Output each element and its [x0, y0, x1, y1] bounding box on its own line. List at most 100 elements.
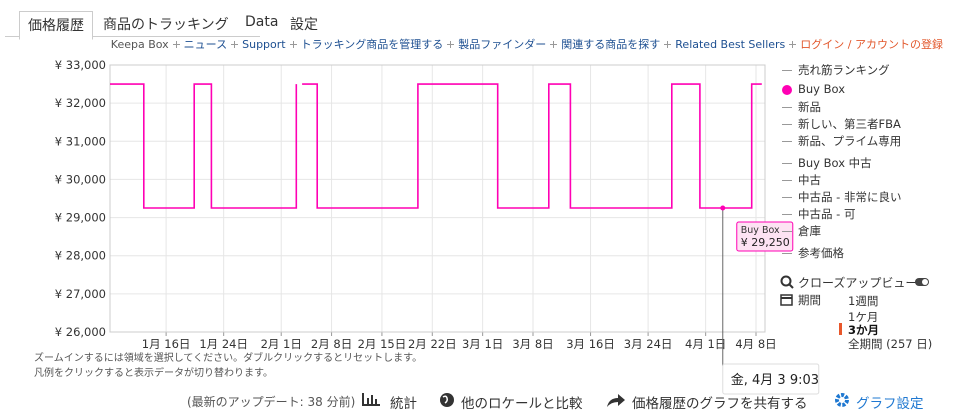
- period-option[interactable]: 1週間: [848, 294, 879, 308]
- legend-dash: [782, 253, 792, 254]
- legend-label: 中古品 - 非常に良い: [798, 190, 902, 204]
- legend-item[interactable]: Buy Box: [782, 82, 845, 96]
- x-tick-label: 2月 22日: [408, 337, 457, 351]
- legend-dash: [782, 163, 792, 164]
- x-tick-label: 2月 1日: [261, 337, 302, 351]
- y-tick-label: ¥ 28,000: [55, 249, 106, 263]
- legend-dash: [782, 141, 792, 142]
- calendar-icon: [780, 294, 793, 306]
- legend-label: Buy Box: [798, 82, 846, 96]
- nav-link[interactable]: ニュース: [183, 38, 228, 51]
- legend-item[interactable]: 中古品 - 可: [782, 206, 855, 222]
- legend-swatch: [782, 84, 792, 95]
- legend-dash: [782, 197, 792, 198]
- legend-label: 倉庫: [798, 224, 821, 238]
- nav-link[interactable]: Keepa Box: [110, 37, 169, 51]
- hover-box: [722, 363, 820, 395]
- x-tick-label: 3月 1日: [462, 337, 503, 351]
- x-tick-label: 1月 24日: [199, 337, 248, 351]
- nav-separator: [172, 40, 180, 48]
- hover-label: 金, 4月 3 9:03: [731, 372, 819, 388]
- hint: ズームインするには領域を選択してください。ダブルクリックするとリセットします。: [34, 353, 423, 364]
- legend-label: 新品、プライム専用: [798, 134, 902, 148]
- price-line: [110, 83, 762, 209]
- nav-link[interactable]: ログイン / アカウントの登録: [800, 38, 943, 51]
- closeup-label[interactable]: クローズアップビュー: [798, 276, 918, 290]
- legend-item[interactable]: 新品: [782, 99, 821, 115]
- nav-link[interactable]: 関連する商品を探す: [561, 38, 661, 51]
- selected-marker: [839, 323, 842, 335]
- tooltip-title: Buy Box: [741, 225, 780, 236]
- nav-separator: [789, 40, 797, 48]
- nav-link[interactable]: 製品ファインダー: [458, 38, 547, 51]
- legend-label: Buy Box 中古: [798, 156, 872, 170]
- nav-separator: [289, 40, 297, 48]
- y-tick-label: ¥ 31,000: [55, 134, 106, 148]
- x-tick-label: 3月 8日: [512, 337, 553, 351]
- plot-frame: [109, 64, 766, 333]
- y-tick-label: ¥ 29,000: [55, 211, 106, 225]
- period-option[interactable]: 全期間 (257 日): [848, 337, 933, 351]
- magnifier-icon: [780, 275, 794, 289]
- legend-item[interactable]: Buy Box 中古: [782, 155, 872, 171]
- update-note: (最新のアップデート: 38 分前): [187, 395, 356, 409]
- tab[interactable]: 設定: [290, 17, 318, 33]
- stats-icon: [362, 393, 380, 406]
- tab[interactable]: Data: [245, 14, 279, 30]
- tab-rule: [5, 36, 260, 37]
- legend-label: 売れ筋ランキング: [798, 63, 890, 77]
- footer-button[interactable]: 統計: [390, 396, 417, 412]
- nav: Keepa Box ニュース Support トラッキング商品を管理する 製品ファインダ…: [111, 36, 943, 52]
- y-tick-label: ¥ 30,000: [55, 172, 106, 186]
- gear-icon: [835, 393, 849, 407]
- footer-button[interactable]: グラフ設定: [856, 396, 924, 412]
- legend-dash: [782, 70, 792, 71]
- legend-item[interactable]: 新しい、第三者FBA: [782, 116, 901, 132]
- x-tick-label: 2月 8日: [311, 337, 352, 351]
- nav-separator: [231, 40, 239, 48]
- legend-label: 中古: [798, 173, 821, 187]
- hint: 凡例をクリックすると表示データが切り替わります。: [34, 368, 273, 379]
- tab[interactable]: 商品のトラッキング: [103, 17, 229, 33]
- y-tick-label: ¥ 33,000: [55, 58, 106, 72]
- footer-button[interactable]: 価格履歴のグラフを共有する: [632, 396, 808, 412]
- nav-separator: [550, 40, 558, 48]
- legend-dash: [782, 180, 792, 181]
- period-label: 期間: [798, 293, 821, 307]
- legend-dash: [782, 231, 792, 232]
- footer-button[interactable]: 他のロケールと比較: [461, 396, 583, 412]
- legend-item[interactable]: 中古: [782, 172, 821, 188]
- nav-link[interactable]: トラッキング商品を管理する: [300, 38, 444, 51]
- legend-item[interactable]: 売れ筋ランキング: [782, 62, 890, 78]
- period-option[interactable]: 1ケ月: [848, 310, 879, 324]
- toggle[interactable]: [915, 278, 929, 286]
- y-tick-label: ¥ 27,000: [55, 287, 106, 301]
- nav-link[interactable]: Related Best Sellers: [675, 37, 786, 51]
- y-tick-label: ¥ 26,000: [55, 325, 106, 339]
- tooltip-box: [736, 221, 794, 252]
- x-tick-label: 2月 15日: [358, 337, 407, 351]
- legend-dash: [782, 214, 792, 215]
- tab[interactable]: 価格履歴: [19, 11, 93, 40]
- legend-item[interactable]: 新品、プライム専用: [782, 133, 901, 149]
- legend-label: 中古品 - 可: [798, 207, 856, 221]
- legend-item[interactable]: 参考価格: [782, 245, 844, 261]
- share-icon: [607, 394, 625, 407]
- legend-dash: [782, 107, 792, 108]
- tooltip-value: ¥ 29,250: [741, 236, 790, 249]
- legend-label: 新品: [798, 100, 821, 114]
- legend-item[interactable]: 倉庫: [782, 223, 821, 239]
- legend-item[interactable]: 中古品 - 非常に良い: [782, 189, 901, 205]
- x-tick-label: 1月 16日: [142, 337, 191, 351]
- nav-separator: [447, 40, 455, 48]
- period-option[interactable]: 3か月: [848, 323, 880, 337]
- x-tick-label: 4月 8日: [735, 337, 776, 351]
- legend-label: 参考価格: [798, 246, 844, 260]
- nav-separator: [664, 40, 672, 48]
- legend-label: 新しい、第三者FBA: [798, 117, 901, 131]
- globe-icon: [440, 393, 454, 407]
- legend-dash: [782, 124, 792, 125]
- nav-link[interactable]: Support: [242, 37, 286, 51]
- x-tick-label: 4月 1日: [685, 337, 726, 351]
